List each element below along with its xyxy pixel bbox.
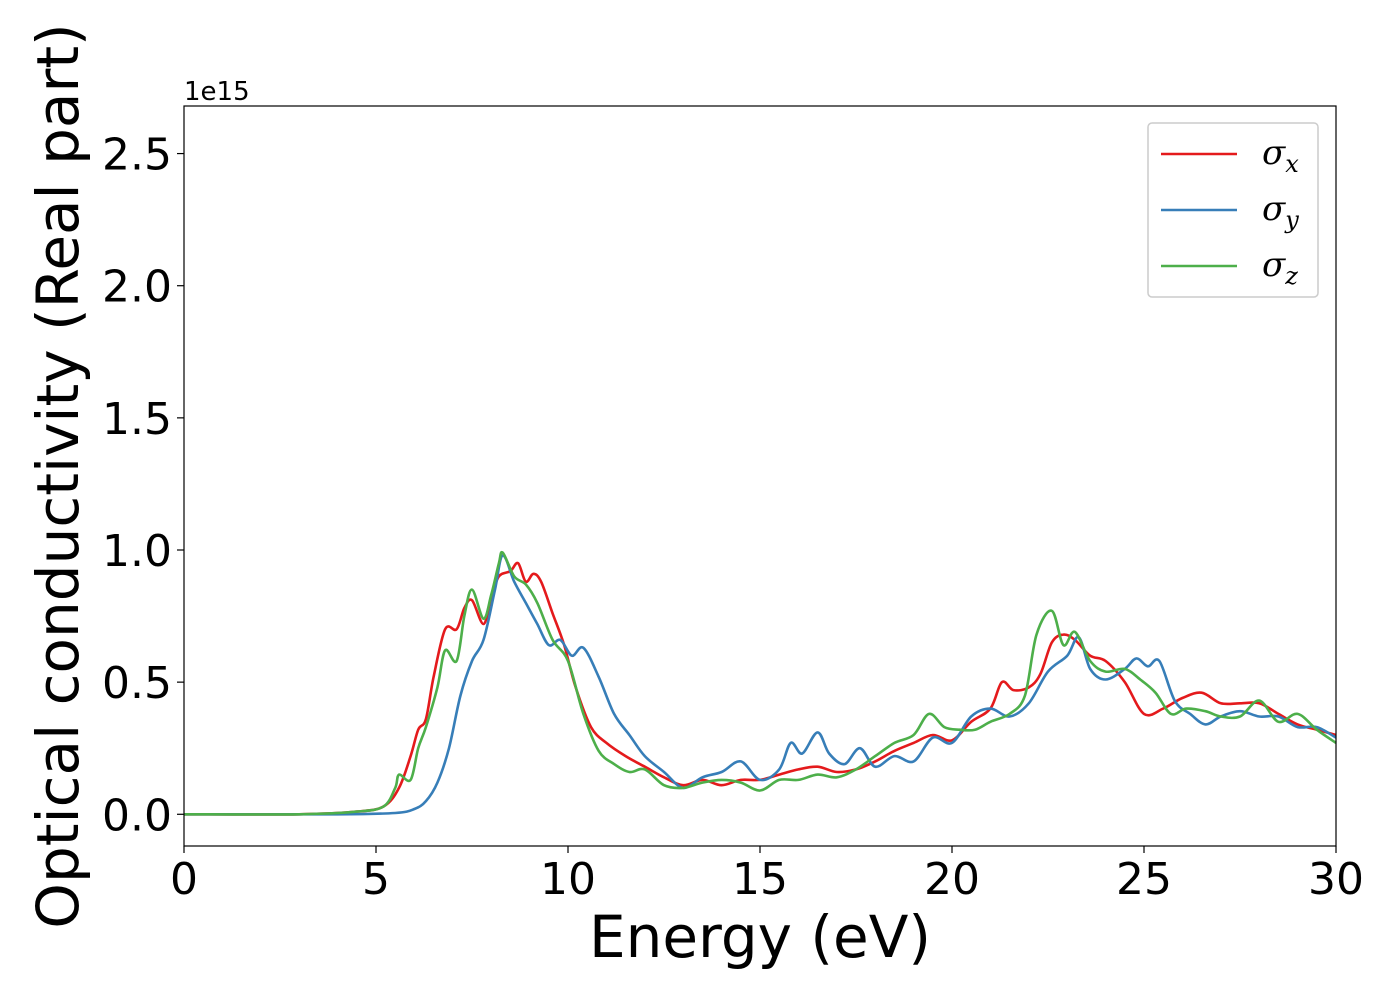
series-line-sigma-y xyxy=(183,553,1337,816)
y-offset-label: 1e15 xyxy=(184,77,250,107)
x-tick-label: 10 xyxy=(540,854,596,905)
y-tick-label: 2.0 xyxy=(102,262,172,313)
legend-label-sigma-y: σy xyxy=(1262,189,1299,234)
y-axis-label: Optical conductivity (Real part) xyxy=(24,23,92,928)
y-tick-label: 0.0 xyxy=(102,790,172,841)
x-axis-label: Energy (eV) xyxy=(589,903,931,971)
plot-frame xyxy=(183,105,1337,847)
x-tick-label: 0 xyxy=(170,854,198,905)
legend-entries: σx σy σz xyxy=(1161,133,1299,290)
y-tick-label: 1.0 xyxy=(102,526,172,577)
y-tick-label: 0.5 xyxy=(102,658,172,709)
x-tick-label: 30 xyxy=(1308,854,1364,905)
y-tick-label: 2.5 xyxy=(102,130,172,181)
x-tick-label: 25 xyxy=(1116,854,1172,905)
legend-label-sigma-z: σz xyxy=(1262,245,1298,290)
series-line-sigma-z xyxy=(183,550,1337,816)
legend-label-sigma-x: σx xyxy=(1262,133,1299,178)
ticks-layer: 0 5 10 15 20 25 30 0.0 0.5 1.0 1.5 2.0 2.5 xyxy=(102,130,1364,905)
legend: σx σy σz xyxy=(1147,122,1319,298)
x-tick-label: 20 xyxy=(924,854,980,905)
series-layer xyxy=(183,550,1337,816)
y-tick-label: 1.5 xyxy=(102,394,172,445)
x-tick-label: 5 xyxy=(362,854,390,905)
x-tick-label: 15 xyxy=(732,854,788,905)
plot-area xyxy=(184,106,1336,846)
